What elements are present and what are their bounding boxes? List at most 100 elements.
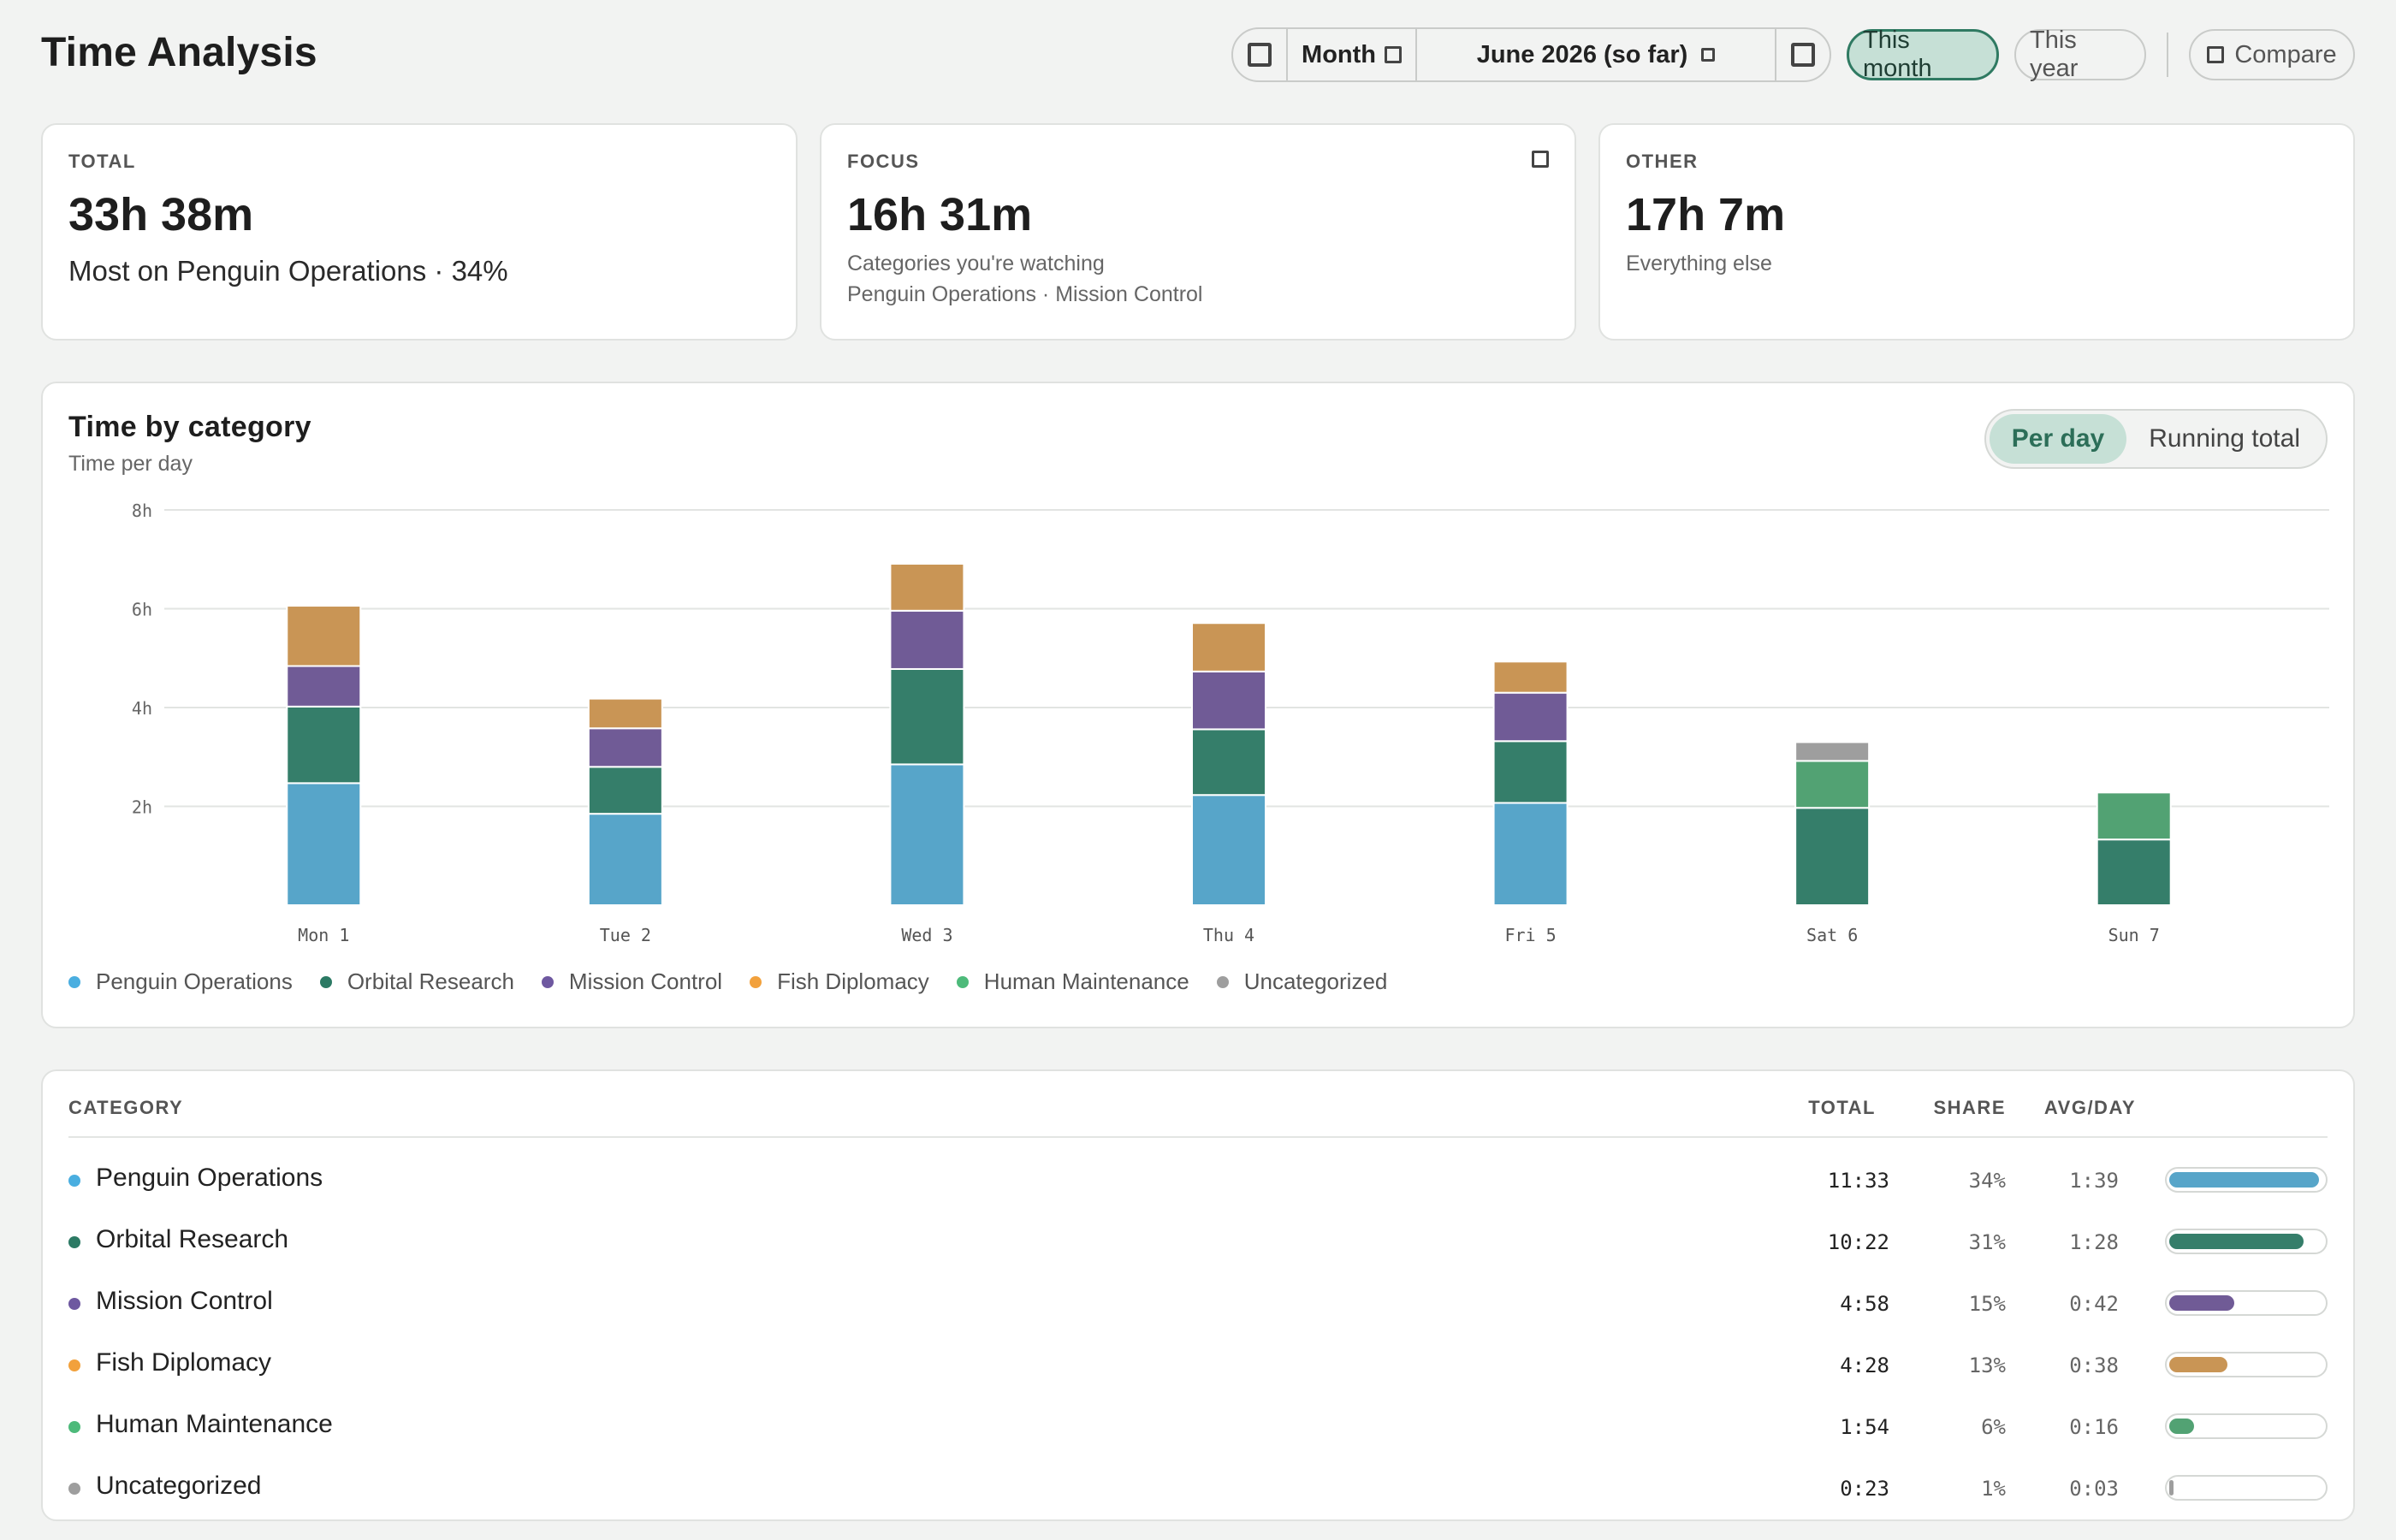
x-tick-label: Tue 2 [600, 925, 651, 945]
table-row[interactable]: Orbital Research 10:22 31% 1:28 [68, 1211, 2328, 1273]
focus-label: FOCUS [847, 151, 920, 172]
bar-segment[interactable] [1492, 740, 1569, 804]
category-total: 4:58 [1840, 1292, 1889, 1316]
divider [1286, 29, 1289, 80]
bar-segment[interactable] [1191, 728, 1266, 797]
category-avg-day: 1:28 [2069, 1230, 2119, 1254]
legend-dot [956, 975, 969, 988]
date-range-picker[interactable]: June 2026 (so far) [1417, 29, 1775, 80]
chevron-left-icon [1248, 43, 1272, 67]
bar-segment[interactable] [286, 705, 362, 785]
bar-segment[interactable] [889, 667, 965, 766]
table-row[interactable]: Mission Control 4:58 15% 0:42 [68, 1273, 2328, 1335]
bar-segment[interactable] [286, 605, 362, 667]
legend-dot [319, 975, 332, 988]
category-total: 11:33 [1827, 1169, 1889, 1193]
focus-categories: Penguin Operations · Mission Control [847, 282, 1203, 306]
table-row[interactable]: Penguin Operations 11:33 34% 1:39 [68, 1150, 2328, 1211]
bar-segment[interactable] [587, 727, 663, 768]
share-bar-fill [2169, 1480, 2174, 1496]
category-name: Penguin Operations [96, 1164, 323, 1192]
category-total: 10:22 [1827, 1230, 1889, 1254]
divider [1415, 29, 1417, 80]
category-dot [68, 1236, 80, 1248]
other-label: OTHER [1626, 151, 1699, 172]
bar-segment[interactable] [587, 697, 663, 730]
legend-label: Mission Control [568, 968, 723, 994]
calendar-icon [1701, 48, 1716, 62]
table-row[interactable]: Human Maintenance 1:54 6% 0:16 [68, 1396, 2328, 1458]
category-name: Uncategorized [96, 1472, 262, 1500]
bar-segment[interactable] [889, 562, 965, 612]
bar-segment[interactable] [1492, 802, 1569, 906]
share-bar [2165, 1290, 2328, 1316]
bar-segment[interactable] [1492, 691, 1569, 743]
legend-item[interactable]: Fish Diplomacy [750, 968, 929, 995]
period-select[interactable]: Month [1288, 29, 1415, 80]
bar-segment[interactable] [889, 609, 965, 670]
legend-dot [750, 975, 762, 988]
legend-label: Fish Diplomacy [777, 968, 929, 994]
category-share: 31% [1968, 1230, 2006, 1254]
preset-this-year[interactable]: This year [2014, 27, 2146, 82]
table-row[interactable]: Fish Diplomacy 4:28 13% 0:38 [68, 1335, 2328, 1396]
category-avg-day: 0:16 [2069, 1415, 2119, 1439]
bar-segment[interactable] [1191, 794, 1266, 906]
chart-legend: Penguin Operations Orbital Research Missio… [68, 968, 1414, 995]
legend-item[interactable]: Penguin Operations [68, 968, 293, 995]
share-bar-fill [2169, 1295, 2234, 1311]
category-name: Orbital Research [96, 1225, 289, 1253]
legend-label: Uncategorized [1243, 968, 1388, 994]
category-avg-day: 0:42 [2069, 1292, 2119, 1316]
share-bar-fill [2169, 1234, 2304, 1249]
previous-period-button[interactable] [1233, 29, 1286, 80]
x-tick-label: Fri 5 [1504, 925, 1556, 945]
x-tick-label: Wed 3 [901, 925, 952, 945]
x-tick-label: Mon 1 [298, 925, 349, 945]
compare-button[interactable]: Compare [2189, 29, 2355, 80]
total-subtitle: Most on Penguin Operations · 34% [68, 255, 508, 287]
bar-segment[interactable] [889, 763, 965, 906]
date-range-label: June 2026 (so far) [1476, 40, 1688, 68]
bar-segment[interactable] [1794, 741, 1871, 762]
legend-item[interactable]: Human Maintenance [956, 968, 1189, 995]
stacked-bar-chart: 2h 4h 6h 8h Mon 1 Tue 2 Wed 3 Thu 4 Fri 5 Sat 6 Su… [132, 500, 2329, 945]
share-bar [2165, 1229, 2328, 1254]
bar-segment[interactable] [286, 665, 362, 708]
legend-item[interactable]: Uncategorized [1216, 968, 1388, 995]
legend-item[interactable]: Orbital Research [319, 968, 514, 995]
bar-segment[interactable] [1191, 622, 1266, 672]
compare-label: Compare [2234, 40, 2337, 68]
category-name: Fish Diplomacy [96, 1348, 272, 1377]
bar-segment[interactable] [1794, 760, 1871, 809]
table-row[interactable]: Uncategorized 0:23 1% 0:03 [68, 1458, 2328, 1519]
next-period-button[interactable] [1776, 29, 1830, 80]
bar-segment[interactable] [587, 766, 663, 815]
category-share: 34% [1968, 1169, 2006, 1193]
bar-segment[interactable] [1794, 807, 1871, 907]
focus-settings-button[interactable] [1532, 151, 1549, 172]
category-total: 4:28 [1840, 1353, 1889, 1377]
category-avg-day: 0:38 [2069, 1353, 2119, 1377]
legend-dot [541, 975, 554, 988]
category-share: 1% [1981, 1477, 2006, 1501]
category-total: 1:54 [1840, 1415, 1889, 1439]
bar-segment[interactable] [1492, 660, 1569, 694]
header-controls: Month June 2026 (so far) This month This… [1231, 27, 2355, 82]
bar-segment[interactable] [1191, 670, 1266, 731]
bar-segment[interactable] [2096, 791, 2172, 841]
chart-title: Time by category [68, 411, 311, 443]
legend-label: Human Maintenance [983, 968, 1189, 994]
toggle-running-total[interactable]: Running total [2149, 424, 2300, 453]
bar-segment[interactable] [286, 782, 362, 907]
preset-this-month[interactable]: This month [1847, 27, 1999, 82]
legend-item[interactable]: Mission Control [541, 968, 723, 995]
header: Time Analysis Month June 2026 (so far) T… [41, 24, 2355, 86]
other-description: Everything else [1626, 252, 1772, 275]
share-bar-fill [2169, 1172, 2319, 1188]
share-bar [2165, 1475, 2328, 1501]
bar-segment[interactable] [2096, 838, 2172, 907]
toggle-per-day[interactable]: Per day [1989, 414, 2127, 464]
bar-segment[interactable] [587, 813, 663, 907]
y-tick-label: 8h [132, 500, 152, 521]
